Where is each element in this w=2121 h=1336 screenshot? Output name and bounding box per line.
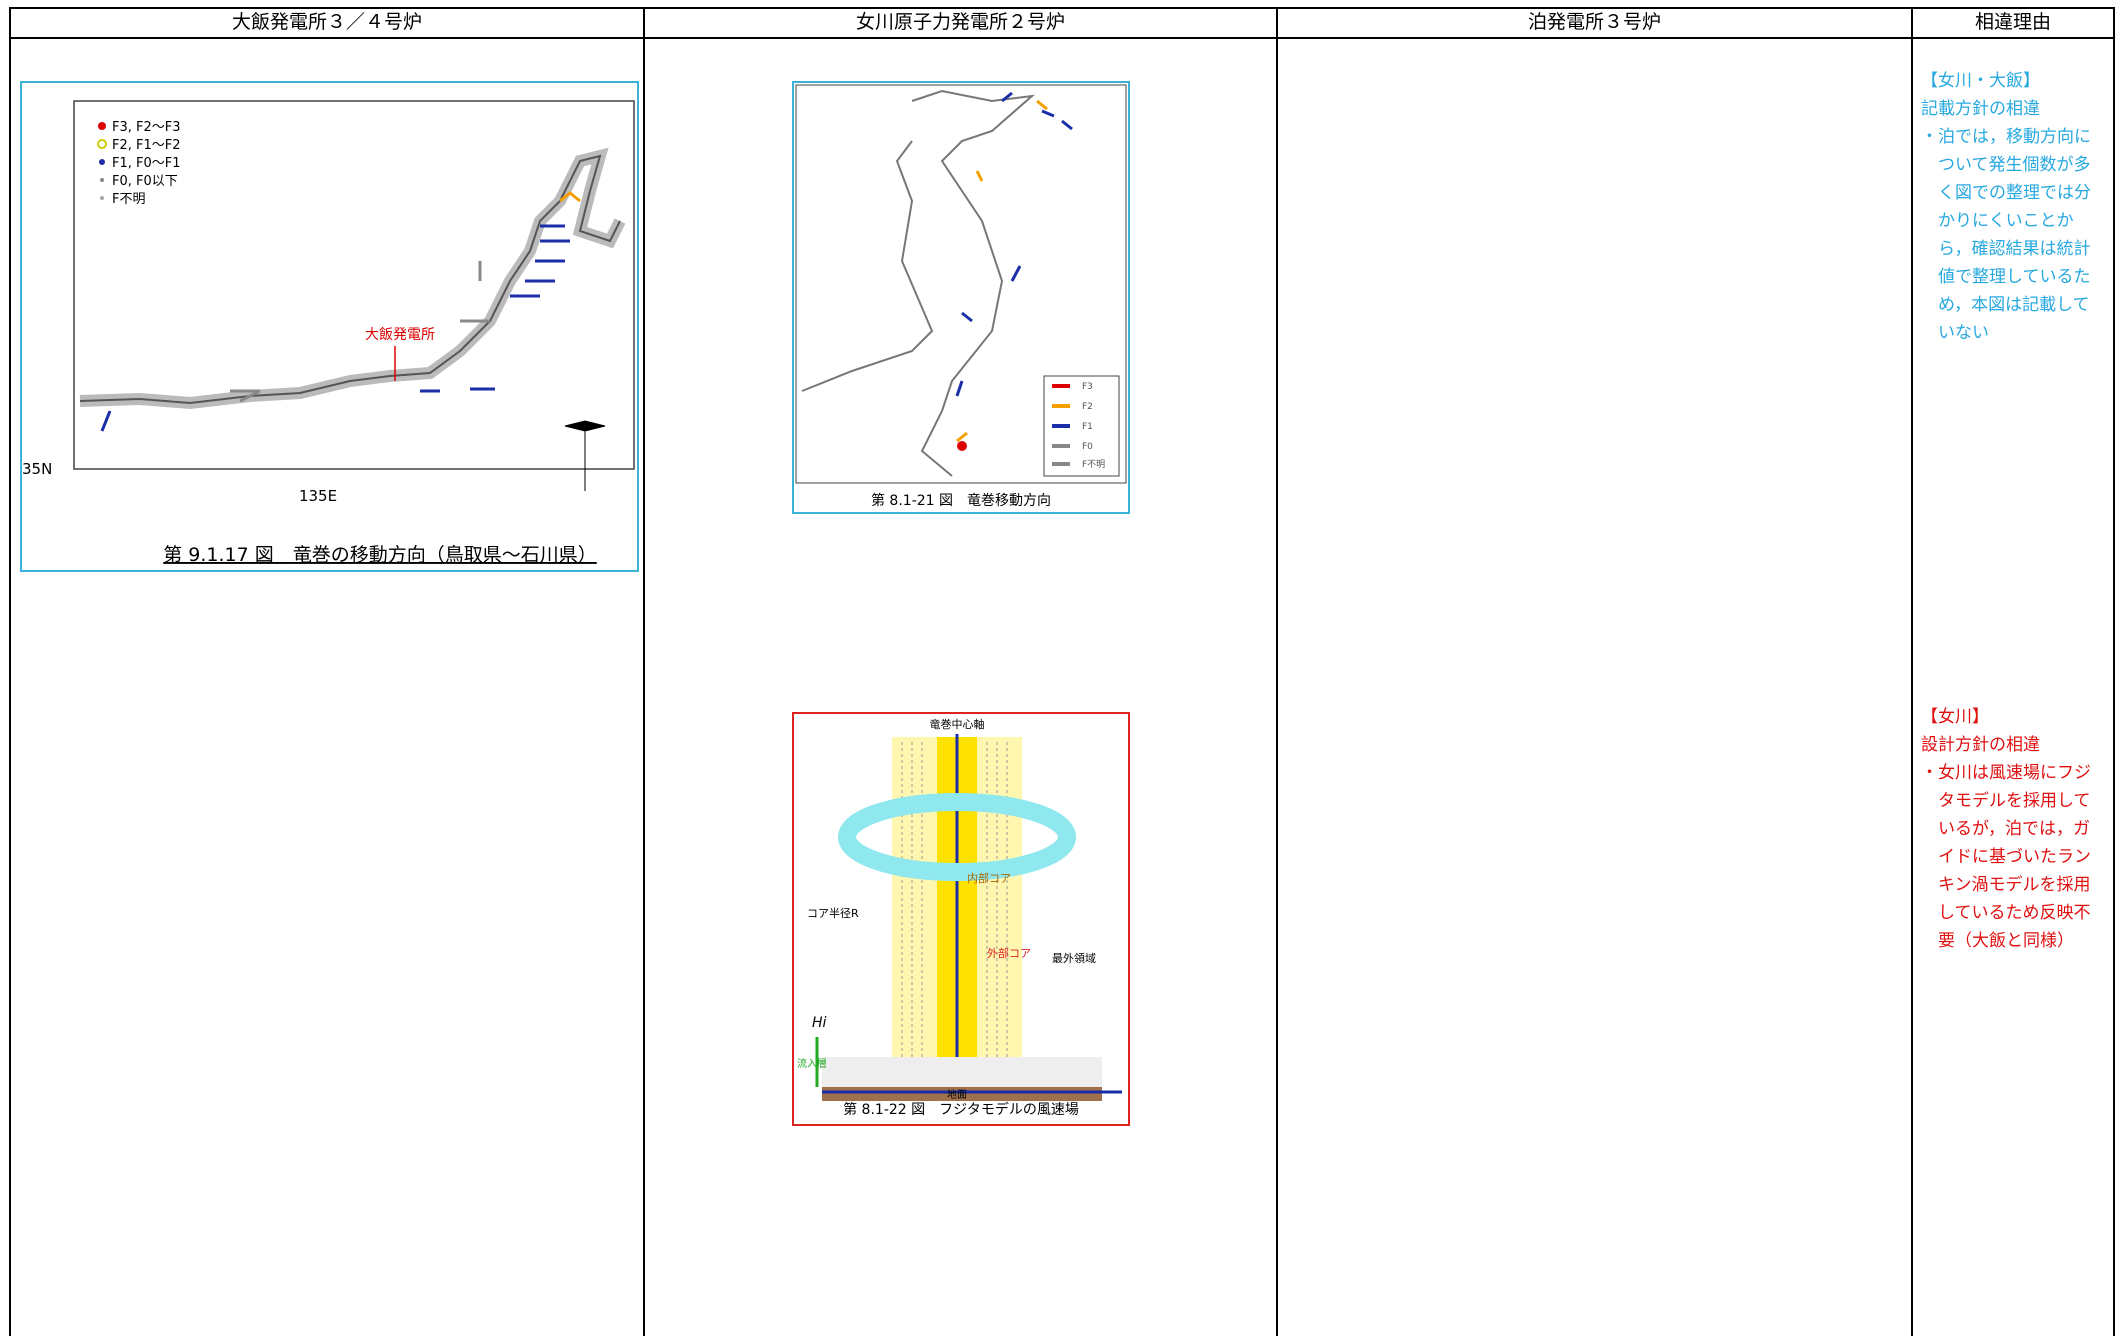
note: 【女川・大飯】 記載方針の相違 ・泊では，移動方向について発生個数が多く図での整… <box>1921 67 2106 347</box>
diagram-label: 地面 <box>947 1088 967 1101</box>
rule <box>1911 7 1913 1336</box>
legend-label: F2 <box>1082 402 1093 412</box>
legend-label: F1, F0～F1 <box>112 156 181 171</box>
legend-label: F不明 <box>112 192 145 207</box>
note-body: ・泊では，移動方向について発生個数が多く図での整理では分かりにくいことから，確認… <box>1921 127 2091 343</box>
site-label: 大飯発電所 <box>365 326 435 343</box>
legend-label: F3 <box>1082 382 1093 392</box>
legend-label: F1 <box>1082 422 1093 432</box>
diagram-label: コア半径R <box>807 906 859 920</box>
diagram-label: Hi <box>812 1015 827 1031</box>
legend-label: F3, F2～F3 <box>112 120 181 135</box>
column-header: 大飯発電所３／４号炉 <box>231 11 422 33</box>
diagram-label: 最外領域 <box>1052 951 1096 965</box>
legend-label: F2, F1～F2 <box>112 138 181 153</box>
rule <box>9 7 11 1336</box>
diagram-label: 流入層 <box>797 1057 827 1070</box>
diagram-label: 外部コア <box>987 946 1031 960</box>
diagram-label: 内部コア <box>967 871 1011 885</box>
note: 【女川】 設計方針の相違 ・女川は風速場にフジタモデルを採用しているが，泊では，… <box>1921 703 2106 955</box>
lon-label: 135E <box>299 487 337 505</box>
figure-fujita-model: 竜巻中心軸 内部コア コア半径R 外部コア 最外領域 Hi 流入層 地面 第 8… <box>792 712 1130 1126</box>
legend-label: F0 <box>1082 442 1093 452</box>
figure-caption: 第 9.1.17 図 竜巻の移動方向（鳥取県～石川県） <box>163 544 597 566</box>
rule <box>9 37 2115 39</box>
legend-label: F0, F0以下 <box>112 174 178 189</box>
rule <box>643 7 645 1336</box>
note-tag: 【女川・大飯】 <box>1921 71 2040 91</box>
note-body: ・女川は風速場にフジタモデルを採用しているが，泊では，ガイドに基づいたランキン渦… <box>1921 763 2091 951</box>
figure-map-onagawa: F3 F2 F1 F0 F不明 第 8.1-21 図 竜巻移動方向 <box>792 81 1130 514</box>
legend-label: F不明 <box>1082 459 1105 470</box>
column-header: 泊発電所３号炉 <box>1527 11 1661 33</box>
rule <box>9 7 2115 9</box>
column-header: 女川原子力発電所２号炉 <box>855 11 1065 33</box>
figure-caption: 第 8.1-21 図 竜巻移動方向 <box>871 492 1051 509</box>
diagram-label: 竜巻中心軸 <box>930 717 985 731</box>
note-tag: 【女川】 <box>1921 707 1989 727</box>
note-heading: 記載方針の相違 <box>1921 99 2040 119</box>
rule <box>2113 7 2115 1336</box>
rule <box>1276 7 1278 1336</box>
note-heading: 設計方針の相違 <box>1921 735 2040 755</box>
column-header: 相違理由 <box>1974 11 2051 33</box>
lat-label: 35N <box>22 460 52 478</box>
figure-map-ohi: 大飯発電所 F3, F2～F3 F2, F1～F2 F1, F0～F1 F0, … <box>20 81 639 572</box>
figure-caption: 第 8.1-22 図 フジタモデルの風速場 <box>843 1101 1079 1118</box>
